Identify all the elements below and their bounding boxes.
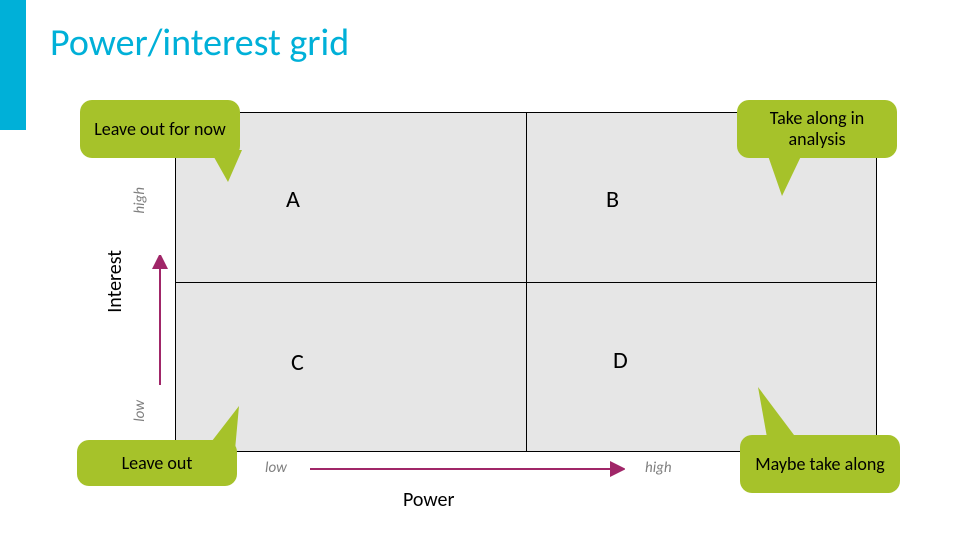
grid-divider-horizontal	[176, 282, 876, 283]
quadrant-c-label: C	[291, 348, 304, 377]
callout-bl: Leave out	[77, 440, 237, 486]
callout-br: Maybe take along	[740, 435, 900, 493]
y-axis-arrow	[150, 255, 170, 390]
y-axis-label: Interest	[103, 250, 127, 313]
x-tick-low: low	[265, 459, 287, 477]
callout-tl: Leave out for now	[80, 100, 240, 158]
callout-tr: Take along in analysis	[737, 100, 897, 158]
x-axis-label: Power	[403, 488, 454, 512]
callout-tr-text: Take along in analysis	[745, 108, 889, 149]
x-axis-arrow	[310, 459, 625, 479]
callout-bl-text: Leave out	[122, 453, 193, 474]
callout-tail-tr	[762, 150, 812, 210]
x-tick-high: high	[645, 459, 672, 477]
y-tick-low: low	[131, 400, 149, 422]
quadrant-b-label: B	[606, 185, 619, 214]
page-title: Power/interest grid	[50, 20, 349, 66]
y-tick-high: high	[131, 187, 149, 214]
callout-br-text: Maybe take along	[755, 454, 885, 475]
quadrant-a-label: A	[286, 185, 300, 214]
quadrant-d-label: D	[613, 346, 628, 375]
accent-bar	[0, 0, 26, 130]
callout-tl-text: Leave out for now	[94, 119, 226, 140]
